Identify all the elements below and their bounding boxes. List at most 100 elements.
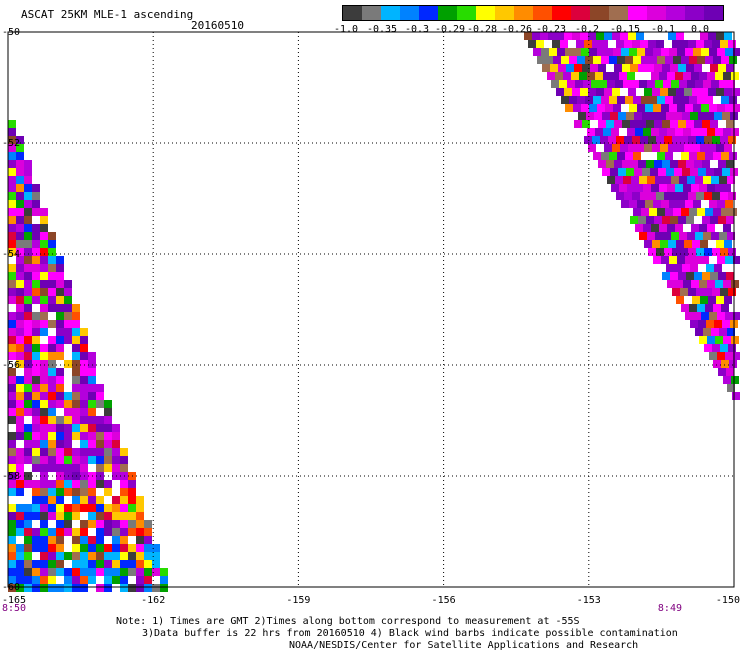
wind-cell	[649, 152, 657, 160]
wind-cell	[573, 48, 581, 56]
wind-cell	[64, 584, 72, 592]
wind-cell	[24, 552, 32, 560]
wind-cell	[672, 192, 680, 200]
wind-cell	[694, 272, 702, 280]
wind-cell	[593, 152, 601, 160]
wind-cell	[24, 272, 32, 280]
wind-cell	[595, 128, 603, 136]
wind-cell	[32, 576, 40, 584]
wind-cell	[120, 584, 128, 592]
wind-cell	[725, 352, 733, 360]
wind-cell	[577, 56, 585, 64]
wind-cell	[545, 56, 553, 64]
wind-cell	[726, 368, 734, 376]
wind-cell	[8, 200, 16, 208]
wind-cell	[80, 400, 88, 408]
wind-cell	[24, 192, 32, 200]
wind-cell	[733, 48, 740, 56]
wind-cell	[160, 576, 168, 584]
wind-cell	[48, 272, 56, 280]
wind-cell	[88, 368, 96, 376]
wind-cell	[550, 64, 558, 72]
wind-cell	[112, 480, 120, 488]
wind-cell	[16, 208, 24, 216]
wind-cell	[72, 384, 80, 392]
wind-cell	[56, 328, 64, 336]
wind-cell	[104, 504, 112, 512]
wind-cell	[8, 560, 16, 568]
wind-cell	[622, 64, 630, 72]
wind-cell	[697, 56, 705, 64]
wind-cell	[544, 40, 552, 48]
wind-cell	[688, 40, 696, 48]
wind-cell	[640, 40, 648, 48]
wind-cell	[40, 376, 48, 384]
wind-cell	[64, 280, 72, 288]
wind-cell	[128, 520, 136, 528]
wind-cell	[24, 224, 32, 232]
wind-cell	[16, 136, 24, 144]
wind-cell	[120, 536, 128, 544]
wind-cell	[48, 336, 56, 344]
wind-cell	[673, 96, 681, 104]
wind-cell	[112, 512, 120, 520]
wind-cell	[152, 552, 160, 560]
wind-cell	[40, 416, 48, 424]
time-label: 8:50	[2, 603, 26, 612]
wind-cell	[128, 560, 136, 568]
wind-cell	[104, 560, 112, 568]
wind-cell	[40, 568, 48, 576]
wind-cell	[40, 456, 48, 464]
wind-cell	[618, 112, 626, 120]
wind-cell	[686, 216, 694, 224]
wind-cell	[569, 56, 577, 64]
wind-cell	[104, 552, 112, 560]
wind-cell	[56, 272, 64, 280]
wind-cell	[603, 128, 611, 136]
wind-cell	[624, 40, 632, 48]
wind-cell	[104, 416, 112, 424]
wind-cell	[664, 40, 672, 48]
wind-cell	[600, 40, 608, 48]
wind-cell	[725, 256, 733, 264]
wind-cell	[605, 48, 613, 56]
wind-cell	[698, 264, 706, 272]
wind-cell	[64, 448, 72, 456]
wind-cell	[571, 72, 579, 80]
wind-cell	[727, 328, 735, 336]
wind-cell	[697, 304, 705, 312]
colorbar	[342, 5, 724, 21]
wind-cell	[701, 200, 709, 208]
wind-cell	[48, 568, 56, 576]
wind-cell	[32, 280, 40, 288]
colorbar-swatch	[666, 6, 685, 20]
wind-cell	[708, 240, 716, 248]
wind-cell	[663, 176, 671, 184]
wind-cell	[678, 216, 686, 224]
wind-cell	[658, 264, 666, 272]
wind-cell	[48, 400, 56, 408]
wind-cell	[695, 232, 703, 240]
wind-cell	[678, 272, 686, 280]
wind-cell	[719, 328, 727, 336]
wind-cell	[8, 432, 16, 440]
map-date: 20160510	[191, 19, 244, 32]
wind-cell	[80, 512, 88, 520]
wind-cell	[24, 512, 32, 520]
wind-cell	[586, 112, 594, 120]
colorbar-swatch	[381, 6, 400, 20]
wind-cell	[652, 144, 660, 152]
wind-cell	[577, 96, 585, 104]
wind-cell	[40, 448, 48, 456]
wind-cell	[672, 136, 680, 144]
wind-cell	[625, 96, 633, 104]
wind-cell	[32, 320, 40, 328]
wind-cell	[725, 48, 733, 56]
wind-cell	[48, 536, 56, 544]
wind-cell	[112, 496, 120, 504]
wind-cell	[691, 280, 699, 288]
wind-cell	[40, 496, 48, 504]
wind-cell	[640, 192, 648, 200]
wind-cell	[72, 416, 80, 424]
wind-cell	[684, 88, 692, 96]
